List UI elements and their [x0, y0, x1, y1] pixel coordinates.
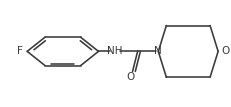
Text: NH: NH	[106, 46, 122, 56]
Text: O: O	[126, 72, 134, 82]
Text: N: N	[154, 46, 161, 56]
Text: O: O	[220, 46, 228, 56]
Text: F: F	[17, 46, 23, 56]
